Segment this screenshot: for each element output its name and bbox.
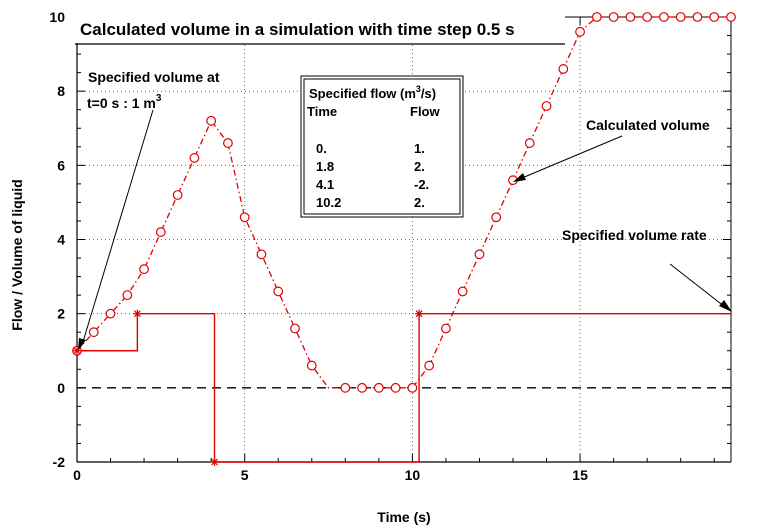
annotation-initial-volume-line2: t=0 s : 1 m3 — [87, 93, 162, 111]
point-calculated-volume — [223, 138, 233, 148]
arrowhead-specified-volume-rate — [719, 300, 732, 312]
point-calculated-volume — [273, 286, 284, 297]
star-stroke — [415, 310, 423, 318]
point-calculated-volume — [105, 308, 116, 319]
point-calculated-volume — [575, 26, 585, 37]
star-stroke — [211, 458, 218, 466]
point-calculated-volume — [625, 12, 636, 22]
x-tick-label: 10 — [405, 467, 421, 483]
flow-table-title-suffix: /s) — [421, 86, 436, 101]
point-calculated-volume — [390, 382, 401, 393]
point-calculated-volume — [642, 12, 653, 22]
point-calculated-volume — [441, 323, 451, 334]
marker-layer — [72, 12, 736, 466]
flow-table-cell-flow: -2. — [414, 177, 429, 192]
flow-table-header-time: Time — [307, 104, 337, 119]
y-tick-label: 6 — [57, 157, 65, 173]
point-calculated-volume — [524, 138, 535, 148]
y-tick-label: 8 — [57, 83, 65, 99]
x-tick-label: 15 — [572, 467, 588, 483]
y-tick-label: 10 — [49, 9, 65, 25]
y-tick-label: 0 — [57, 380, 65, 396]
flow-table-cell-flow: 1. — [414, 141, 425, 156]
point-specified-flow-star — [415, 309, 424, 318]
point-calculated-volume — [256, 249, 267, 260]
y-tick-label: 2 — [57, 306, 65, 322]
annotation-calculated-volume: Calculated volume — [586, 117, 710, 133]
point-calculated-volume — [726, 12, 736, 22]
tick-labels: 0 5 10 15 -2 0 2 4 6 8 10 — [49, 9, 588, 483]
point-calculated-volume — [239, 212, 250, 223]
annotation-specified-volume-rate: Specified volume rate — [562, 227, 707, 243]
arrowhead-calculated-volume — [513, 173, 526, 182]
point-specified-flow-star — [133, 309, 142, 318]
flow-table-cell-flow: 2. — [414, 159, 425, 174]
point-calculated-volume — [172, 190, 183, 200]
star-stroke — [133, 310, 141, 318]
point-calculated-volume — [357, 382, 367, 393]
point-calculated-volume — [155, 227, 166, 237]
flow-table-cell-time: 0. — [316, 141, 327, 156]
series-layer — [76, 16, 731, 463]
flow-table-cell-time: 4.1 — [316, 177, 334, 192]
point-calculated-volume — [306, 360, 317, 371]
chart-title: Calculated volume in a simulation with t… — [80, 20, 515, 39]
arrow-initial-volume — [81, 109, 154, 346]
flow-table-box — [300, 75, 464, 218]
y-tick-label: 4 — [57, 232, 65, 248]
y-axis-label: Flow / Volume of liquid — [9, 179, 25, 330]
point-calculated-volume — [675, 12, 686, 22]
series-specified-volume-rate — [77, 312, 731, 463]
point-calculated-volume — [139, 264, 149, 275]
point-calculated-volume — [608, 12, 619, 22]
flow-table-cell-time: 10.2 — [316, 195, 341, 210]
point-calculated-volume — [407, 382, 418, 393]
point-calculated-volume — [591, 12, 602, 22]
arrow-specified-volume-rate — [669, 263, 726, 308]
point-calculated-volume — [206, 115, 217, 126]
point-calculated-volume — [340, 382, 351, 393]
point-calculated-volume — [88, 327, 99, 338]
point-calculated-volume — [373, 382, 384, 393]
point-calculated-volume — [692, 12, 703, 22]
point-calculated-volume — [122, 290, 133, 301]
point-specified-flow-star — [210, 458, 219, 466]
point-calculated-volume — [659, 12, 669, 22]
annotation-initial-volume-sup: 3 — [156, 93, 162, 104]
point-calculated-volume — [541, 101, 552, 111]
point-calculated-volume — [491, 212, 502, 223]
point-calculated-volume — [558, 64, 569, 74]
flow-table-title-sup: 3 — [416, 84, 421, 94]
flow-table-rows: 0. 1. 1.8 2. 4.1 -2. 10.2 2. — [316, 141, 429, 210]
x-axis-label: Time (s) — [377, 509, 430, 525]
x-tick-label: 0 — [73, 467, 81, 483]
title-box — [75, 13, 565, 43]
annotation-initial-volume-text: t=0 s : 1 m — [87, 95, 156, 111]
x-tick-label: 5 — [241, 467, 249, 483]
series-calculated-volume — [76, 16, 731, 389]
flow-table-cell-time: 1.8 — [316, 159, 334, 174]
flow-table-title: Specified flow (m3/s) — [309, 84, 436, 101]
annotation-initial-volume-line1: Specified volume at — [88, 69, 220, 85]
point-calculated-volume — [457, 286, 468, 297]
flow-table-inner-border — [303, 78, 461, 215]
arrowhead-initial-volume — [78, 338, 86, 351]
point-calculated-volume — [290, 323, 300, 334]
point-calculated-volume — [189, 153, 200, 163]
point-calculated-volume — [709, 12, 720, 22]
point-calculated-volume — [424, 360, 435, 371]
flow-table-header-flow: Flow — [410, 104, 440, 119]
flow-table-title-prefix: Specified flow (m — [309, 86, 416, 101]
flow-table-cell-flow: 2. — [414, 195, 425, 210]
y-tick-label: -2 — [53, 454, 66, 470]
arrow-calculated-volume — [521, 135, 623, 179]
point-calculated-volume — [474, 249, 485, 260]
